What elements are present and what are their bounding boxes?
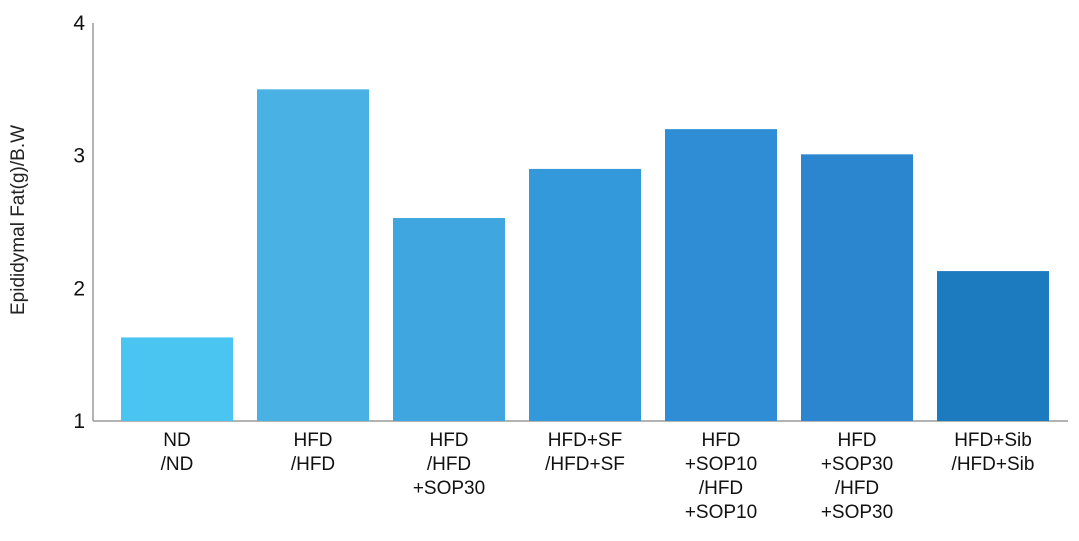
x-category-label-line: ND [163, 430, 190, 451]
x-category-label-line: HFD [837, 430, 876, 451]
y-tick-label: 2 [73, 277, 85, 300]
x-category-label-line: HFD+Sib [954, 430, 1032, 451]
x-category-label-line: /HFD [835, 478, 879, 499]
y-tick-label: 3 [73, 145, 85, 168]
x-category-label: HFD/HFD +SOP30 [413, 430, 485, 499]
x-category-label-line: +SOP30 [413, 478, 485, 499]
y-axis-title: Epididymal Fat(g)/B.W [8, 125, 29, 315]
x-category-label-line: /HFD [699, 478, 743, 499]
x-category-label-line: HFD+SF [548, 430, 622, 451]
x-category-label-line: +SOP10 [685, 502, 757, 523]
bar [257, 89, 369, 421]
y-tick-label: 1 [73, 410, 85, 433]
bar [801, 154, 913, 421]
x-category-label-line: +SOP10 [685, 454, 757, 475]
bar [529, 168, 641, 421]
x-category-label: HFD+Sib/HFD+Sib [952, 430, 1035, 475]
bar [393, 218, 505, 421]
bars [121, 89, 1049, 421]
bar [665, 129, 777, 421]
x-category-label: HFD+SF/HFD+SF [545, 430, 625, 475]
x-category-label: HFD/HFD [291, 430, 335, 475]
x-axis-labels: ND/NDHFD/HFDHFD/HFD+SOP30HFD+SF/HFD+SFHF… [161, 430, 1035, 523]
bar [937, 271, 1049, 421]
y-axis-ticks: 1 2 3 4 [73, 12, 85, 433]
x-category-label-line: /HFD [291, 454, 335, 475]
x-category-label-line: HFD [429, 430, 468, 451]
x-category-label-line: +SOP30 [821, 454, 893, 475]
y-tick-label: 4 [73, 12, 85, 35]
x-category-label-line: HFD [701, 430, 740, 451]
y-axis-title-group: Epididymal Fat(g)/B.W [8, 125, 29, 315]
bar [121, 337, 233, 421]
x-category-label: HFD +SOP30/HFD +SOP30 [821, 430, 893, 523]
x-category-label-line: /HFD+Sib [952, 454, 1035, 475]
x-category-label-line: HFD [293, 430, 332, 451]
x-category-label-line: /ND [161, 454, 194, 475]
x-category-label-line: +SOP30 [821, 502, 893, 523]
x-category-label-line: /HFD [427, 454, 471, 475]
x-category-label-line: /HFD+SF [545, 454, 625, 475]
x-category-label: ND/ND [161, 430, 194, 475]
x-category-label: HFD +SOP10/HFD +SOP10 [685, 430, 757, 523]
